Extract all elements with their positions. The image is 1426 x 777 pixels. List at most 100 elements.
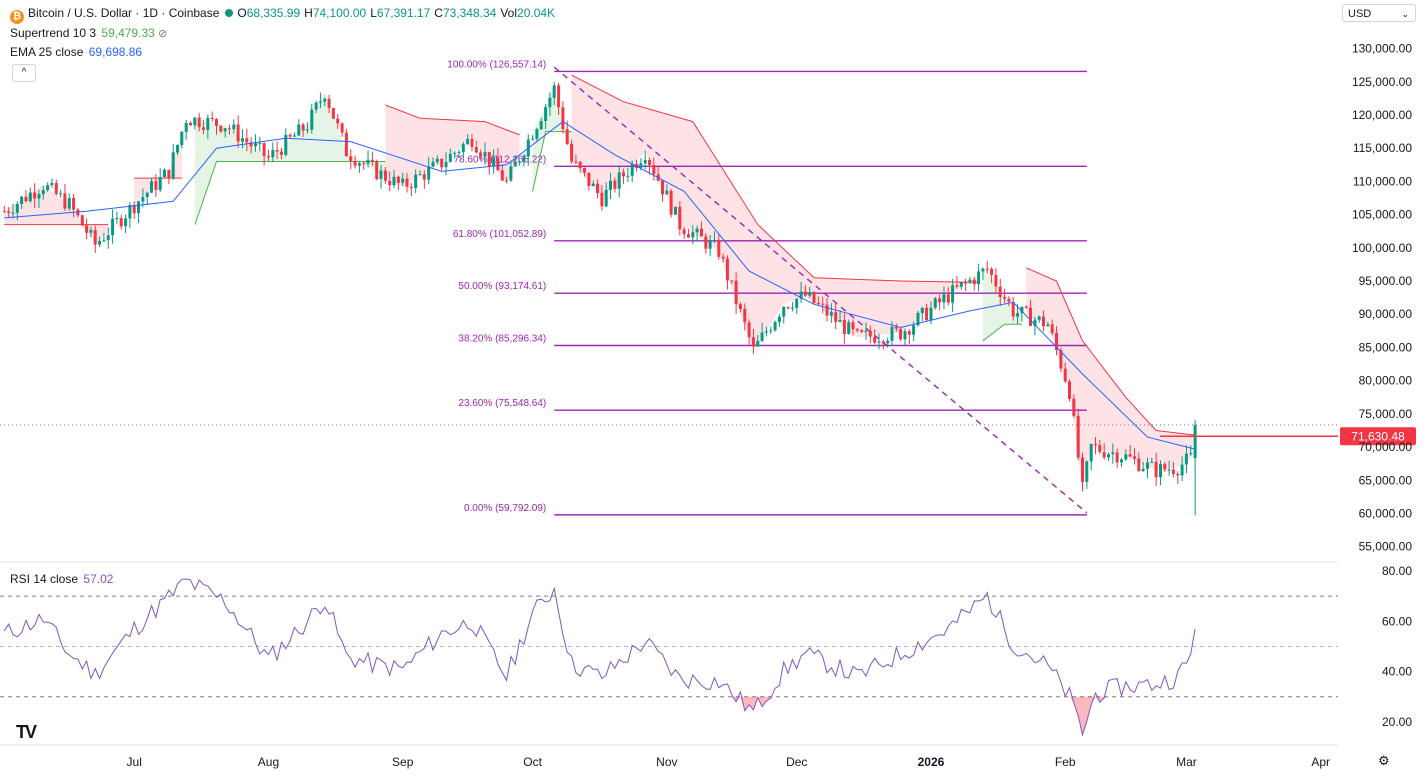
candle-body (366, 159, 370, 164)
candle-body (1184, 453, 1188, 465)
candle-body (453, 152, 457, 154)
candle-body (977, 271, 981, 285)
candle-body (860, 330, 864, 332)
candle-body (652, 165, 656, 175)
candle-body (331, 108, 335, 119)
candle-body (474, 146, 478, 153)
tradingview-logo-icon[interactable]: TV (16, 722, 37, 742)
candle-body (1159, 464, 1162, 478)
candle-body (855, 329, 859, 331)
ohlc-key: O (237, 6, 247, 20)
time-axis-tick: Dec (786, 755, 807, 769)
candle-body (202, 127, 205, 130)
rsi-oversold-fill (740, 696, 745, 711)
collapse-legend-button[interactable]: ^ (12, 64, 36, 82)
fib-retracement[interactable]: 100.00% (126,557.14) 78.60% (112,265.22) 6… (447, 59, 1088, 516)
candle-body (396, 176, 400, 183)
candle-body (1063, 368, 1067, 382)
candle-body (570, 143, 574, 162)
supertrend-label: Supertrend 10 3 (10, 26, 97, 40)
candle-body (11, 212, 15, 214)
candle-body (1016, 313, 1020, 317)
candle-body (777, 316, 781, 322)
candle-body (769, 330, 773, 332)
supertrend-fill-up (194, 91, 386, 225)
candle-body (790, 307, 794, 309)
candle-body (132, 205, 136, 214)
candle-body (275, 150, 279, 152)
ohlc-value: 68,335.99 (246, 6, 301, 20)
candle-body (760, 332, 764, 341)
candle-body (37, 194, 41, 199)
candle-body (842, 320, 846, 334)
candle-body (232, 124, 236, 130)
candle-body (574, 161, 578, 163)
candle-body (799, 291, 803, 299)
candle-body (864, 330, 868, 332)
candle-body (197, 117, 201, 128)
candle-body (591, 183, 595, 187)
currency-select[interactable]: USD ⌄ (1342, 4, 1416, 22)
supertrend-value: 59,479.33 (101, 26, 155, 40)
rsi-oversold-fill (744, 696, 750, 711)
candle-body (938, 298, 942, 303)
candle-body (137, 201, 140, 214)
candle-body (41, 190, 45, 195)
candle-body (422, 174, 426, 180)
time-axis-tick: Aug (258, 755, 279, 769)
candle-body (492, 157, 496, 167)
candle-body (886, 340, 890, 344)
candle-body (1115, 452, 1119, 463)
candle-body (46, 185, 50, 191)
rsi-pane (0, 578, 1338, 737)
candle-body (20, 196, 24, 204)
symbol-title: Bitcoin / U.S. Dollar · 1D · Coinbase (28, 6, 220, 20)
candle-body (964, 282, 968, 284)
candle-body (409, 186, 413, 188)
supertrend-fill-down (571, 75, 979, 351)
candle-body (1120, 459, 1123, 463)
candle-body (124, 218, 128, 227)
rsi-legend[interactable]: RSI 14 close 57.02 (10, 572, 113, 586)
candle-body (111, 218, 115, 236)
candle-body (180, 131, 184, 145)
candle-body (513, 162, 517, 167)
ohlc-values: O68,335.99 H74,100.00 L67,391.17 C73,348.34… (237, 6, 559, 20)
candle-body (946, 294, 950, 303)
candle-body (613, 180, 617, 189)
candle-body (795, 298, 799, 308)
candle-body (427, 166, 431, 180)
candle-body (682, 229, 686, 235)
supertrend-fills (4, 75, 1196, 491)
ema-polyline (4, 120, 1196, 450)
fib-level-label: 38.20% (85,296.34) (458, 333, 546, 344)
ema-legend[interactable]: EMA 25 close 69,698.86 (10, 45, 142, 59)
candle-body (990, 269, 994, 275)
supertrend-fill-down (385, 105, 520, 187)
supertrend-legend[interactable]: Supertrend 10 3 59,479.33 ⊘ (10, 26, 167, 40)
candle-body (505, 180, 509, 182)
rsi-line (3, 578, 1196, 737)
hidden-eye-icon[interactable]: ⊘ (158, 28, 168, 40)
candle-body (548, 97, 552, 108)
candle-body (223, 128, 227, 132)
rsi-axis-tick: 20.00 (1382, 715, 1412, 729)
candle-body (440, 158, 444, 168)
fib-level-label: 78.60% (112,265.22) (454, 154, 547, 165)
settings-gear-icon[interactable]: ⚙ (1378, 753, 1390, 768)
candle-body (388, 180, 392, 186)
price-axis-tick: 60,000.00 (1359, 507, 1413, 521)
bitcoin-icon: ₿ (10, 10, 24, 24)
candle-body (448, 153, 452, 162)
candle-body (734, 280, 738, 305)
candle-body (583, 168, 586, 173)
candle-body (751, 337, 755, 347)
candle-body (444, 161, 448, 168)
rsi-oversold-fill (1091, 696, 1096, 705)
candle-body (808, 292, 812, 296)
ohlc-key: H (304, 6, 313, 20)
candle-body (834, 312, 838, 322)
candle-body (362, 163, 366, 165)
candle-body (665, 190, 669, 195)
